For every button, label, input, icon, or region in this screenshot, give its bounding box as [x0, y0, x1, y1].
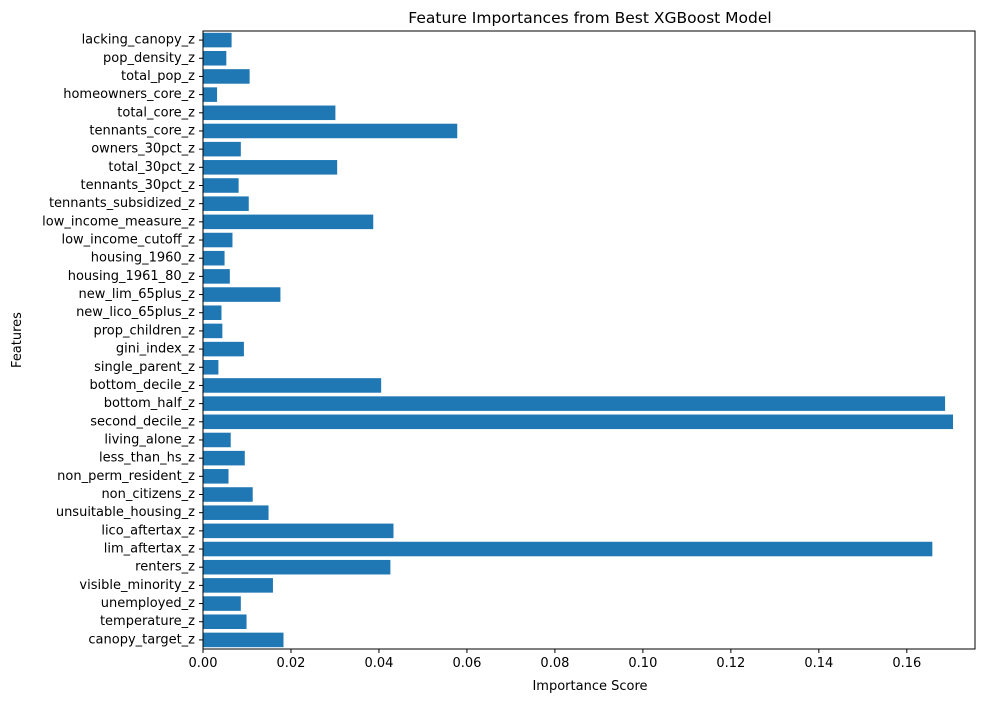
y-tick-label: bottom_decile_z [90, 378, 196, 393]
bar-prop_children_z [203, 323, 223, 339]
bar-gini_index_z [203, 341, 244, 357]
bar-lico_aftertax_z [203, 523, 394, 539]
y-axis-ticks: lacking_canopy_z pop_density_z total_pop_z… [42, 33, 203, 647]
y-tick-label: housing_1960_z [91, 251, 195, 266]
x-tick-label: 0.00 [189, 656, 218, 671]
bar-second_decile_z [203, 414, 954, 430]
y-tick-label: lim_aftertax_z [104, 542, 195, 557]
x-tick-label: 0.12 [716, 656, 745, 671]
y-tick-label: unsuitable_housing_z [56, 505, 195, 520]
y-tick-label: homeowners_core_z [63, 87, 195, 102]
x-tick-label: 0.04 [364, 656, 393, 671]
bar-homeowners_core_z [203, 87, 218, 102]
y-tick-label: low_income_measure_z [42, 214, 195, 229]
y-tick-label: gini_index_z [116, 342, 195, 357]
bar-non_perm_resident_z [203, 469, 229, 484]
x-tick-label: 0.08 [540, 656, 569, 671]
bar-renters_z [203, 559, 391, 575]
y-tick-label: less_than_hs_z [99, 451, 195, 466]
bars-group [203, 32, 954, 648]
y-tick-label: owners_30pct_z [91, 142, 195, 157]
bar-total_pop_z [203, 69, 250, 84]
bar-temperature_z [203, 614, 247, 630]
x-tick-label: 0.10 [628, 656, 657, 671]
bar-low_income_cutoff_z [203, 232, 233, 248]
y-tick-label: temperature_z [100, 614, 195, 629]
bar-low_income_measure_z [203, 214, 374, 230]
bar-tennants_core_z [203, 123, 458, 139]
bar-visible_minority_z [203, 578, 273, 593]
y-tick-label: new_lico_65plus_z [76, 305, 195, 320]
bar-non_citizens_z [203, 487, 253, 502]
y-tick-label: renters_z [135, 560, 195, 575]
bar-owners_30pct_z [203, 141, 241, 157]
x-tick-label: 0.14 [804, 656, 833, 671]
y-tick-label: non_citizens_z [101, 487, 195, 502]
y-tick-label: lacking_canopy_z [82, 33, 196, 48]
bar-new_lim_65plus_z [203, 287, 281, 302]
y-tick-label: bottom_half_z [104, 396, 195, 411]
bar-unsuitable_housing_z [203, 505, 269, 520]
bar-bottom_half_z [203, 396, 946, 411]
y-tick-label: new_lim_65plus_z [79, 287, 196, 302]
x-tick-label: 0.16 [892, 656, 921, 671]
bar-total_30pct_z [203, 160, 338, 175]
bar-housing_1960_z [203, 250, 225, 266]
y-tick-label: living_alone_z [104, 432, 195, 447]
y-tick-label: low_income_cutoff_z [61, 233, 195, 248]
bar-new_lico_65plus_z [203, 305, 222, 321]
y-tick-label: tennants_core_z [89, 123, 195, 138]
y-tick-label: total_pop_z [121, 69, 195, 84]
x-axis-title: Importance Score [532, 679, 647, 694]
bar-canopy_target_z [203, 632, 284, 648]
y-tick-label: canopy_target_z [88, 632, 195, 647]
y-tick-label: tennants_30pct_z [80, 178, 195, 193]
bar-housing_1961_80_z [203, 269, 230, 284]
bar-bottom_decile_z [203, 378, 382, 393]
y-tick-label: total_core_z [117, 105, 195, 120]
bar-living_alone_z [203, 432, 231, 448]
y-tick-label: prop_children_z [94, 323, 196, 338]
y-tick-label: visible_minority_z [79, 578, 195, 593]
bar-single_parent_z [203, 359, 219, 375]
bar-total_core_z [203, 105, 336, 121]
y-tick-label: non_perm_resident_z [57, 469, 195, 484]
bar-less_than_hs_z [203, 450, 245, 466]
y-axis-title: Features [10, 312, 25, 368]
y-tick-label: housing_1961_80_z [68, 269, 195, 284]
bar-lacking_canopy_z [203, 32, 232, 48]
x-tick-label: 0.06 [452, 656, 481, 671]
bar-pop_density_z [203, 50, 227, 66]
bar-lim_aftertax_z [203, 541, 933, 557]
plot-frame [202, 30, 976, 650]
y-tick-label: unemployed_z [101, 596, 195, 611]
x-axis-ticks: 0.00 0.02 0.04 0.06 0.08 0.10 0.12 0.14 0.16 [189, 649, 921, 671]
chart-title: Feature Importances from Best XGBoost Mo… [408, 9, 771, 27]
y-tick-label: second_decile_z [90, 414, 195, 429]
y-tick-label: lico_aftertax_z [101, 523, 195, 538]
bar-unemployed_z [203, 596, 241, 611]
bar-tennants_30pct_z [203, 178, 239, 193]
y-tick-label: single_parent_z [94, 360, 195, 375]
y-tick-label: tennants_subsidized_z [49, 196, 195, 211]
y-tick-label: total_30pct_z [108, 160, 195, 175]
bar-tennants_subsidized_z [203, 196, 249, 211]
x-tick-label: 0.02 [277, 656, 306, 671]
y-tick-label: pop_density_z [103, 51, 195, 66]
